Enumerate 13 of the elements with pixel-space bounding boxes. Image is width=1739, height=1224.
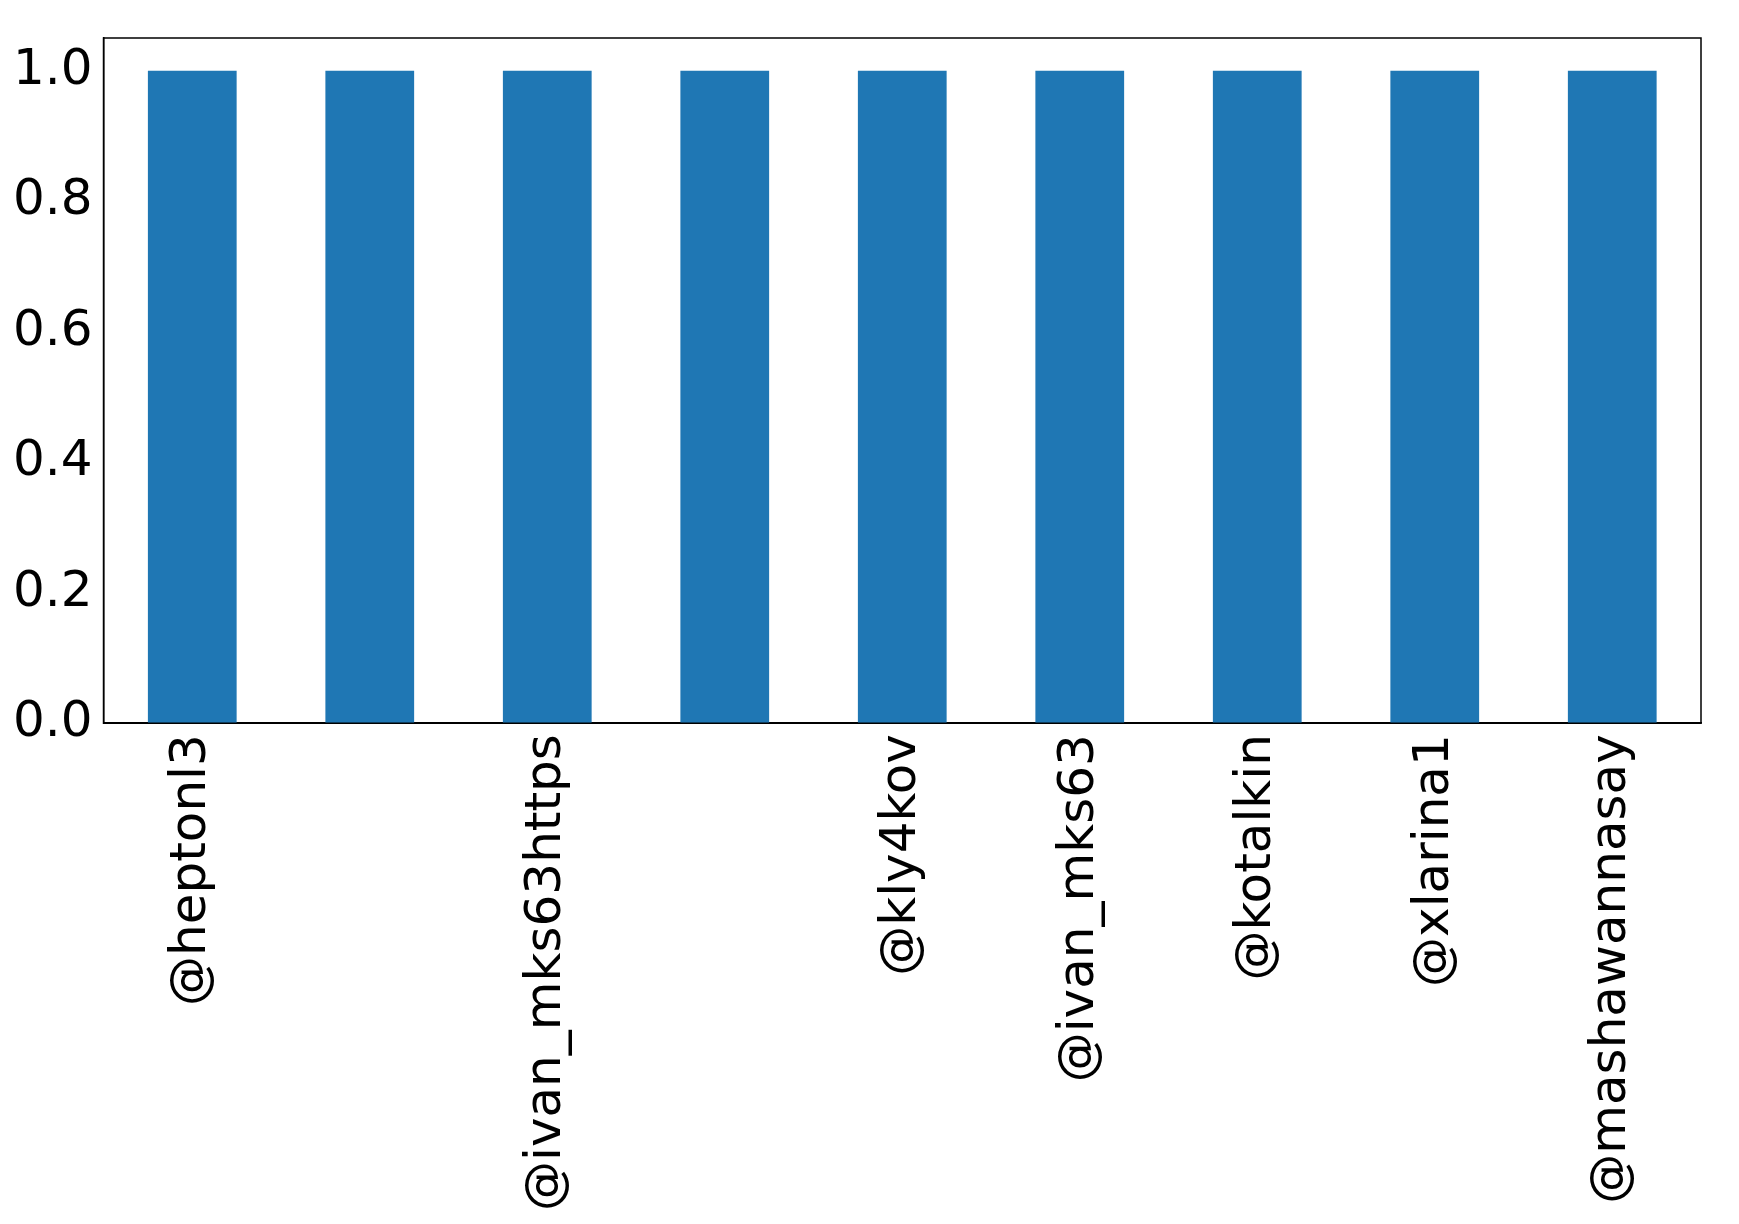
y-tick-label: 0.6 (12, 298, 93, 357)
x-tick-label: @ivan_mks63https (514, 734, 573, 1212)
x-tick-label: @mashawannasay (1579, 734, 1638, 1204)
y-tick-label: 0.0 (12, 690, 93, 749)
x-tick-label: @kotalkin (1224, 734, 1283, 981)
x-tick-label: @ivan_mks63 (1046, 734, 1105, 1083)
x-tick-label: @xlarina1 (1401, 734, 1460, 987)
y-tick-label: 0.4 (12, 429, 93, 488)
y-tick-label: 1.0 (12, 37, 93, 96)
x-tick-label: @heptonl3 (159, 734, 218, 1006)
y-tick-label: 0.2 (12, 559, 93, 618)
x-tick-label: @kly4kov (869, 734, 928, 976)
y-tick-label: 0.8 (12, 168, 93, 227)
